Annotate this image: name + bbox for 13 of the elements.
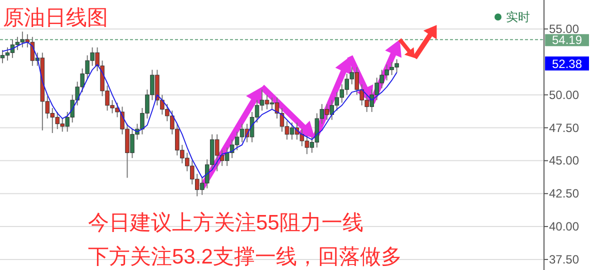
- chart-title: 原油日线图: [3, 6, 108, 30]
- y-tick-label: 55.00: [549, 22, 580, 36]
- annotation: 下方关注53.2支撑一线，回落做多: [88, 246, 402, 268]
- annotation: 52.38: [552, 56, 582, 71]
- ref-line-label: 54.19: [552, 33, 582, 48]
- y-tick-label: 50.00: [549, 88, 580, 102]
- y-tick-label: 47.50: [549, 120, 580, 135]
- y-tick-label: 40.00: [549, 220, 580, 234]
- y-tick-label: 42.50: [549, 186, 580, 201]
- annotation: 今日建议上方关注55阻力一线: [88, 212, 364, 234]
- y-tick-label: 37.50: [549, 252, 580, 266]
- annotation: 实时: [506, 10, 530, 24]
- y-tick-label: 45.00: [549, 154, 580, 168]
